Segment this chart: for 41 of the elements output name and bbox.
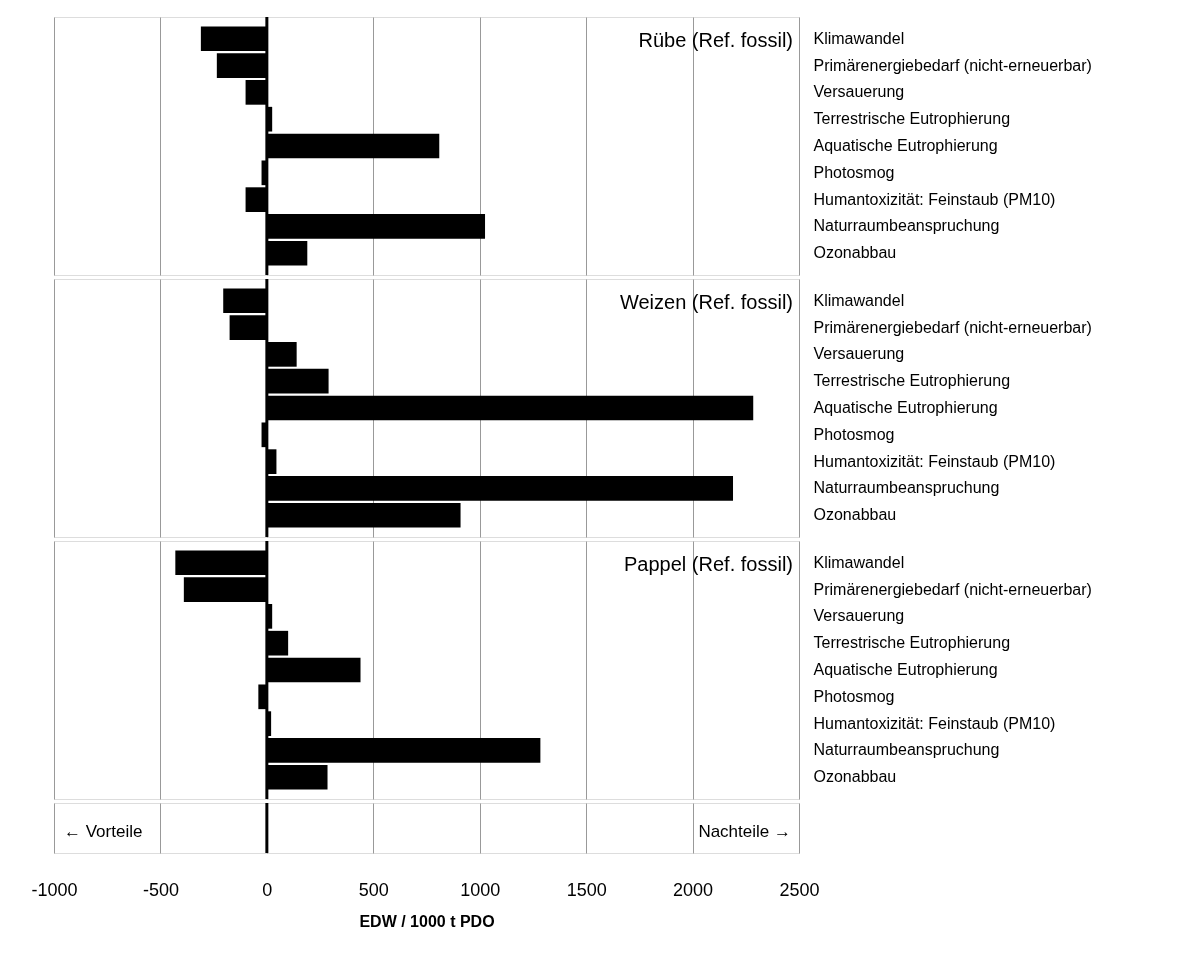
x-tick-label: 1000 (460, 879, 501, 900)
y-tick-label: Photosmog (813, 425, 895, 443)
y-tick-label: Primärenergiebedarf (nicht-erneuerbar) (813, 580, 1092, 598)
y-tick-label: Primärenergiebedarf (nicht-erneuerbar) (813, 56, 1092, 74)
y-tick-label: Aquatische Eutrophierung (813, 661, 998, 678)
text: Weizen (Ref. fossil) (619, 291, 793, 313)
y-tick-label: Primärenergiebedarf (nicht-erneuerbar) (813, 318, 1092, 336)
y-tick-label: Naturraumbeanspruchung (813, 217, 1000, 235)
y-tick-label: Terrestrische Eutrophierung (813, 110, 1011, 128)
x-tick-label: -500 (142, 879, 179, 900)
y-tick-label: Versauerung (813, 345, 905, 363)
y-tick-label: Naturraumbeanspruchung (813, 479, 1000, 497)
y-tick-label: Klimawandel (813, 553, 905, 571)
y-tick-label: Photosmog (813, 687, 895, 705)
y-tick-label: Ozonabbau (813, 768, 897, 786)
x-tick-label: -1000 (31, 879, 78, 900)
y-tick-label: Humantoxizität: Feinstaub (PM10) (813, 190, 1056, 208)
y-tick-label: Aquatische Eutrophierung (813, 399, 998, 416)
x-tick-label: 500 (358, 879, 389, 900)
text: Rübe (Ref. fossil) (638, 29, 793, 51)
text: Pappel (Ref. fossil) (624, 553, 793, 575)
y-tick-label: Photosmog (813, 163, 895, 181)
y-tick-label: Naturraumbeanspruchung (813, 741, 1000, 759)
text: Nachteile → (698, 822, 791, 841)
y-tick-label: Versauerung (813, 83, 905, 101)
y-tick-label: Klimawandel (813, 291, 905, 309)
x-tick-label: 2500 (779, 879, 820, 900)
y-tick-label: Terrestrische Eutrophierung (813, 634, 1011, 652)
y-tick-label: Klimawandel (813, 29, 905, 47)
text: ← Vorteile (64, 822, 143, 841)
y-tick-label: Humantoxizität: Feinstaub (PM10) (813, 452, 1056, 470)
y-tick-label: Ozonabbau (813, 506, 897, 524)
y-tick-label: Aquatische Eutrophierung (813, 137, 998, 154)
y-tick-label: Ozonabbau (813, 244, 897, 262)
x-axis-title: EDW / 1000 t PDO (359, 912, 495, 930)
x-tick-label: 0 (262, 879, 273, 900)
y-tick-label: Humantoxizität: Feinstaub (PM10) (813, 714, 1056, 732)
x-tick-label: 2000 (673, 879, 714, 900)
y-tick-label: Terrestrische Eutrophierung (813, 372, 1011, 390)
y-tick-label: Versauerung (813, 607, 905, 625)
x-tick-label: 1500 (566, 879, 607, 900)
